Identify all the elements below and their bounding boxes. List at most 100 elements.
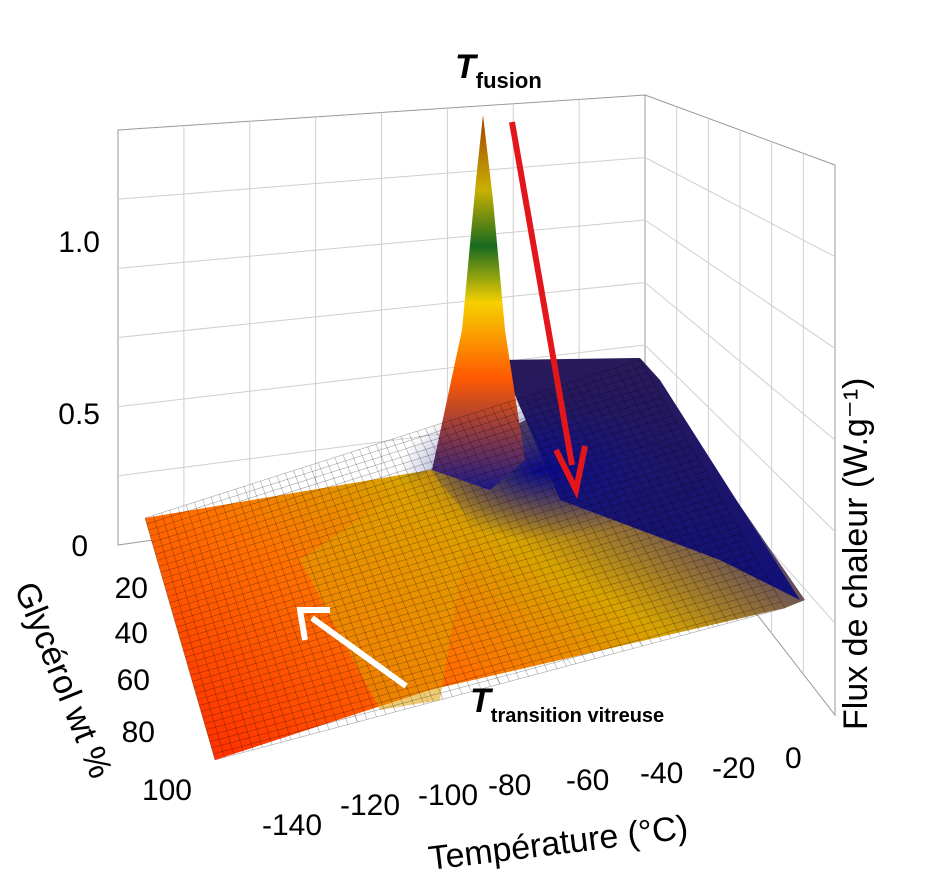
surface-mesh-line: [301, 467, 396, 712]
surface-mesh-line: [199, 551, 753, 706]
back-wall-gridline: [117, 344, 646, 408]
surface-mesh-line: [190, 520, 735, 676]
surface-mesh-line: [416, 430, 529, 677]
surface-mesh-line: [334, 457, 434, 702]
surface-mesh-line: [195, 539, 746, 694]
surface-mesh-line: [573, 380, 710, 629]
surface-mesh-line: [367, 446, 472, 692]
surface-mesh-line: [206, 576, 767, 731]
x-axis-ticks: -140 -120 -100 -80 -60 -40 -20 0: [262, 742, 802, 842]
surface-mesh-line: [209, 589, 775, 743]
x-tick-5: -40: [640, 757, 683, 790]
surface-mesh-line: [243, 486, 330, 730]
surface-mesh-line: [179, 483, 713, 640]
z-tick-2: 1.0: [58, 226, 100, 259]
surface-mesh-line: [144, 517, 216, 761]
surface-mesh-line: [317, 462, 415, 707]
y-axis-ticks: 20 40 60 80 100: [115, 572, 192, 807]
y-tick-1: 40: [115, 617, 148, 650]
surface-mesh-line: [181, 489, 717, 646]
surface-mesh-line: [614, 367, 757, 616]
surface-mesh-line: [204, 570, 764, 724]
y-tick-4: 100: [142, 774, 192, 807]
surface-glass-step: [300, 470, 470, 710]
surface-mesh-line: [458, 417, 577, 664]
surface-mesh-line: [441, 423, 558, 669]
y-tick-3: 80: [122, 716, 155, 749]
surface-mesh-line: [326, 459, 425, 705]
surface-mesh-line: [197, 545, 749, 700]
surface-mesh: [144, 359, 786, 761]
surface-mesh-line: [449, 420, 567, 667]
surface-mesh-line: [227, 491, 311, 735]
x-tick-1: -120: [340, 789, 400, 822]
surface-mesh-line: [515, 399, 643, 647]
surface-mesh-line: [186, 508, 728, 664]
surface-mesh-line: [524, 396, 653, 644]
surface-mesh-line: [218, 494, 301, 738]
surface-mesh-line: [540, 391, 672, 639]
fusion-arrow: [509, 121, 588, 500]
y-axis-label: Glycérol wt %: [7, 577, 120, 784]
right-wall-gridline: [644, 344, 836, 533]
surface-mesh-line: [359, 449, 463, 695]
surface-mesh-line: [167, 440, 688, 597]
surface-mesh-line: [499, 404, 624, 652]
surface-mesh-line: [211, 595, 778, 749]
surface-mesh-line: [548, 388, 681, 637]
surface-mesh-line: [210, 496, 292, 740]
surface-mesh-line: [158, 409, 670, 567]
surface-mesh-line: [148, 372, 648, 531]
surface-mesh-line: [293, 470, 387, 715]
surface-mesh-line: [466, 415, 586, 662]
surface-mesh-line: [155, 396, 662, 555]
surface-mesh-line: [200, 558, 757, 712]
glass-transition-arrow: [296, 607, 408, 689]
surface-mesh-line: [598, 373, 738, 621]
x-tick-3: -80: [488, 769, 531, 802]
surface-mesh-line: [581, 378, 719, 626]
surface-plot: [144, 115, 805, 761]
surface-mesh-line: [174, 465, 702, 622]
x-tick-7: 0: [785, 742, 802, 775]
z-tick-0: 0: [71, 530, 88, 563]
surface-mesh-line: [474, 412, 596, 659]
surface-mesh-line: [383, 441, 491, 687]
surface-mesh-line: [251, 483, 339, 728]
surface-mesh-line: [590, 375, 729, 624]
surface-mesh-line: [172, 458, 699, 616]
fusion-label: Tfusion: [455, 48, 542, 93]
surface-mesh-line: [235, 488, 320, 733]
y-tick-0: 20: [115, 572, 148, 605]
surface-mesh-line: [164, 427, 680, 585]
x-tick-2: -100: [418, 779, 478, 812]
surface-mesh-line: [433, 425, 548, 672]
surface-mesh-line: [192, 527, 738, 682]
surface-mesh-line: [309, 465, 406, 710]
surface-mesh-line: [178, 477, 709, 634]
surface-mesh-line: [606, 370, 748, 619]
x-tick-6: -20: [712, 752, 755, 785]
z-axis-label: Flux de chaleur (W.g⁻¹): [837, 378, 875, 730]
fusion-subscript: fusion: [476, 68, 542, 93]
surface-mesh-line: [165, 434, 684, 591]
x-axis-label: Température (°C): [426, 808, 690, 878]
surface-mesh-line: [213, 601, 782, 755]
surface-mesh-line: [202, 564, 760, 718]
surface-mesh-line: [425, 428, 539, 674]
surface-mesh-line: [557, 386, 691, 634]
surface-mesh-line: [171, 452, 695, 610]
surface-mesh-line: [183, 496, 720, 652]
surface-mesh-line: [639, 359, 786, 609]
surface-mesh-line: [214, 607, 786, 761]
surface-mesh-line: [169, 510, 244, 753]
surface-mesh-line: [157, 403, 666, 561]
surface-mesh-line: [631, 362, 776, 611]
surface-mesh-line: [260, 481, 349, 725]
surface-mesh-line: [408, 433, 520, 680]
surface-mesh-line: [162, 421, 677, 579]
right-wall-gridline: [644, 157, 836, 258]
surface-mesh-line: [176, 471, 706, 628]
surface-mesh-line: [482, 409, 605, 657]
surface-mesh-line: [152, 515, 225, 758]
